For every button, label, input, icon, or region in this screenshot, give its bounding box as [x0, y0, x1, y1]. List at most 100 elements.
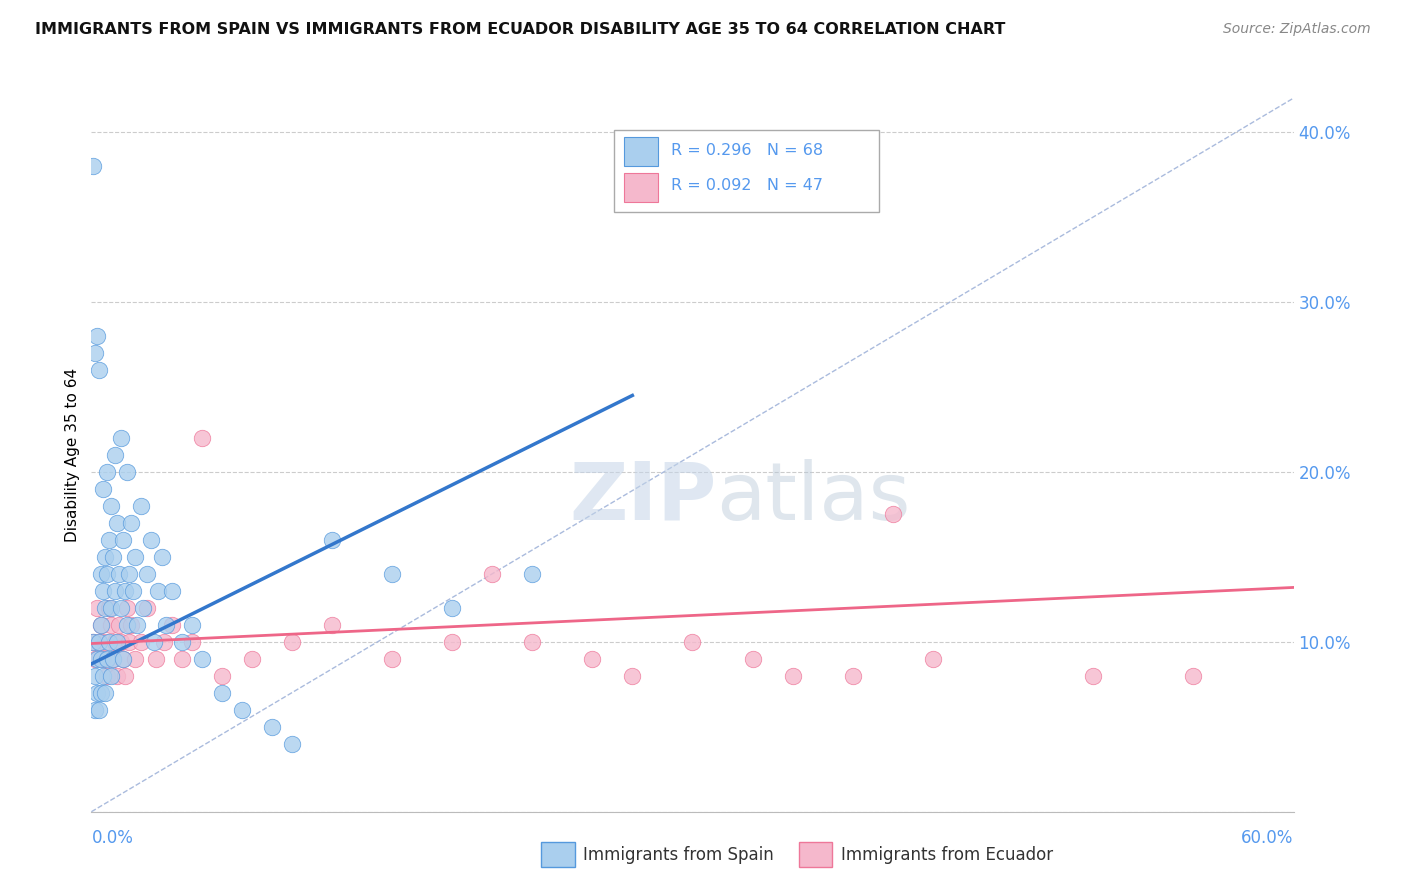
- Point: [110, 431, 132, 445]
- Point: [681, 635, 703, 649]
- Point: [84, 669, 107, 683]
- Point: [90, 566, 112, 581]
- Point: [114, 669, 136, 683]
- Point: [89, 635, 111, 649]
- Text: IMMIGRANTS FROM SPAIN VS IMMIGRANTS FROM ECUADOR DISABILITY AGE 35 TO 64 CORRELA: IMMIGRANTS FROM SPAIN VS IMMIGRANTS FROM…: [35, 22, 1005, 37]
- FancyBboxPatch shape: [624, 173, 658, 202]
- FancyBboxPatch shape: [541, 842, 575, 867]
- Point: [180, 635, 202, 649]
- Point: [160, 617, 183, 632]
- Point: [117, 617, 139, 632]
- Point: [121, 617, 143, 632]
- Point: [117, 600, 139, 615]
- Point: [112, 652, 135, 666]
- Point: [93, 583, 115, 598]
- Point: [82, 635, 104, 649]
- Point: [86, 600, 108, 615]
- Text: 60.0%: 60.0%: [1241, 829, 1294, 847]
- Point: [170, 635, 193, 649]
- Point: [86, 652, 108, 666]
- Point: [132, 600, 155, 615]
- Point: [90, 617, 112, 632]
- Point: [922, 652, 945, 666]
- Point: [104, 583, 127, 598]
- Point: [152, 635, 174, 649]
- FancyBboxPatch shape: [799, 842, 832, 867]
- Point: [131, 499, 153, 513]
- Point: [118, 635, 141, 649]
- Point: [114, 583, 136, 598]
- FancyBboxPatch shape: [624, 137, 658, 166]
- Point: [100, 669, 122, 683]
- Point: [107, 635, 129, 649]
- Point: [90, 617, 112, 632]
- Point: [103, 549, 125, 564]
- Point: [110, 600, 132, 615]
- Point: [104, 448, 127, 462]
- Point: [94, 686, 117, 700]
- Point: [211, 686, 233, 700]
- Point: [136, 566, 159, 581]
- Point: [98, 600, 121, 615]
- Point: [481, 566, 503, 581]
- Point: [211, 669, 233, 683]
- Point: [96, 652, 118, 666]
- Point: [98, 635, 121, 649]
- Point: [321, 617, 343, 632]
- Point: [86, 686, 108, 700]
- Point: [581, 652, 603, 666]
- Point: [146, 583, 169, 598]
- Point: [841, 669, 863, 683]
- Point: [93, 652, 115, 666]
- Point: [621, 669, 644, 683]
- Point: [240, 652, 263, 666]
- Point: [1083, 669, 1105, 683]
- Text: Immigrants from Spain: Immigrants from Spain: [583, 846, 775, 863]
- Point: [93, 669, 115, 683]
- Point: [741, 652, 763, 666]
- Point: [108, 566, 131, 581]
- Point: [82, 635, 104, 649]
- Text: R = 0.296   N = 68: R = 0.296 N = 68: [671, 143, 823, 158]
- Text: Immigrants from Ecuador: Immigrants from Ecuador: [841, 846, 1053, 863]
- Point: [112, 533, 135, 547]
- Point: [155, 617, 177, 632]
- Point: [84, 346, 107, 360]
- Point: [124, 549, 146, 564]
- Point: [124, 652, 146, 666]
- Point: [150, 549, 173, 564]
- Point: [160, 583, 183, 598]
- Point: [110, 635, 132, 649]
- Point: [96, 566, 118, 581]
- Point: [89, 363, 111, 377]
- Point: [260, 720, 283, 734]
- Point: [190, 431, 212, 445]
- Point: [522, 635, 544, 649]
- Point: [94, 635, 117, 649]
- Point: [94, 549, 117, 564]
- Point: [100, 600, 122, 615]
- Point: [103, 652, 125, 666]
- Point: [281, 635, 304, 649]
- Point: [89, 635, 111, 649]
- Point: [84, 703, 107, 717]
- Point: [107, 669, 129, 683]
- Text: R = 0.092   N = 47: R = 0.092 N = 47: [671, 178, 823, 194]
- Point: [86, 329, 108, 343]
- Point: [231, 703, 253, 717]
- Text: atlas: atlas: [717, 458, 911, 537]
- Point: [281, 737, 304, 751]
- Point: [145, 652, 167, 666]
- Point: [93, 482, 115, 496]
- Point: [882, 508, 904, 522]
- Point: [108, 617, 131, 632]
- Point: [118, 566, 141, 581]
- Point: [170, 652, 193, 666]
- Text: 0.0%: 0.0%: [91, 829, 134, 847]
- Point: [112, 652, 135, 666]
- Point: [94, 600, 117, 615]
- Point: [100, 499, 122, 513]
- Point: [321, 533, 343, 547]
- Point: [84, 652, 107, 666]
- Y-axis label: Disability Age 35 to 64: Disability Age 35 to 64: [65, 368, 80, 542]
